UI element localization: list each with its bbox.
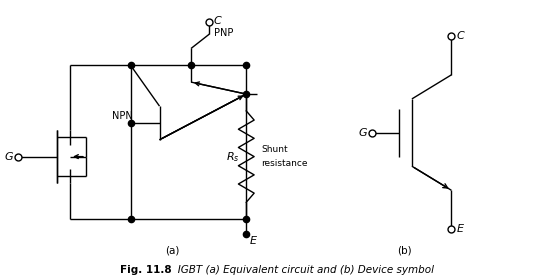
Text: Fig. 11.8: Fig. 11.8 bbox=[120, 265, 172, 275]
Text: E: E bbox=[250, 236, 257, 246]
Text: G: G bbox=[359, 128, 367, 138]
Text: Shunt: Shunt bbox=[261, 145, 288, 154]
Text: $R_s$: $R_s$ bbox=[227, 150, 240, 163]
Text: IGBT (a) Equivalent circuit and (b) Device symbol: IGBT (a) Equivalent circuit and (b) Devi… bbox=[168, 265, 434, 275]
Text: (b): (b) bbox=[397, 245, 411, 255]
Text: PNP: PNP bbox=[214, 28, 233, 38]
Text: resistance: resistance bbox=[261, 159, 308, 168]
Text: C: C bbox=[457, 31, 464, 41]
Text: (a): (a) bbox=[165, 245, 180, 255]
Text: C: C bbox=[214, 16, 221, 26]
Text: NPN: NPN bbox=[112, 111, 133, 121]
Text: G: G bbox=[5, 152, 13, 162]
Text: E: E bbox=[457, 224, 464, 234]
